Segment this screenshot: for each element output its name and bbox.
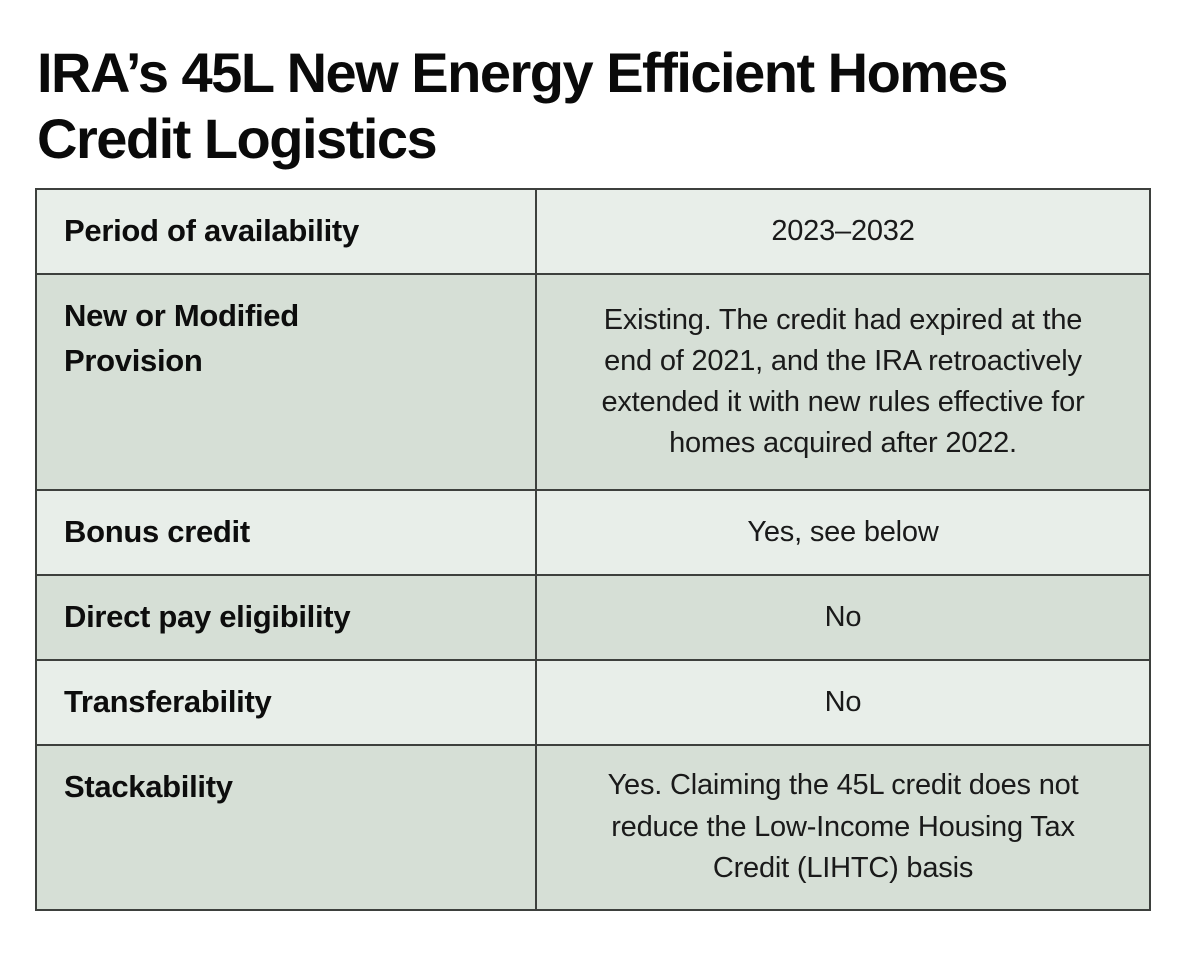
- row-value-cell: 2023–2032: [771, 214, 915, 247]
- row-value-cell: Yes. Claiming the 45L credit does not re…: [607, 769, 1079, 884]
- row-label-cell: New or Modified Provision: [37, 274, 537, 489]
- table-row: Transferability No: [37, 658, 1149, 744]
- row-value-cell: No: [824, 600, 862, 633]
- row-label-cell: Direct pay eligibility: [37, 575, 537, 659]
- table-row: Period of availability 2023–2032: [37, 190, 1149, 273]
- row-value-cell: Yes, see below: [747, 515, 939, 548]
- table-row: New or Modified Provision Existing. The …: [37, 272, 1149, 489]
- row-label-cell: Period of availability: [37, 190, 537, 273]
- page-title: IRA’s 45L New Energy Efficient Homes Cre…: [37, 41, 1008, 171]
- row-label-cell: Stackability: [37, 745, 537, 909]
- table-row: Stackability Yes. Claiming the 45L credi…: [37, 743, 1149, 909]
- row-label-cell: Transferability: [37, 660, 537, 744]
- table-row: Bonus credit Yes, see below: [37, 488, 1149, 574]
- row-label-cell: Bonus credit: [37, 490, 537, 574]
- row-value-cell: No: [824, 685, 862, 718]
- logistics-table: Period of availability 2023–2032 New or …: [35, 188, 1151, 911]
- table-row: Direct pay eligibility No: [37, 573, 1149, 659]
- row-value-cell: Existing. The credit had expired at the …: [601, 303, 1085, 460]
